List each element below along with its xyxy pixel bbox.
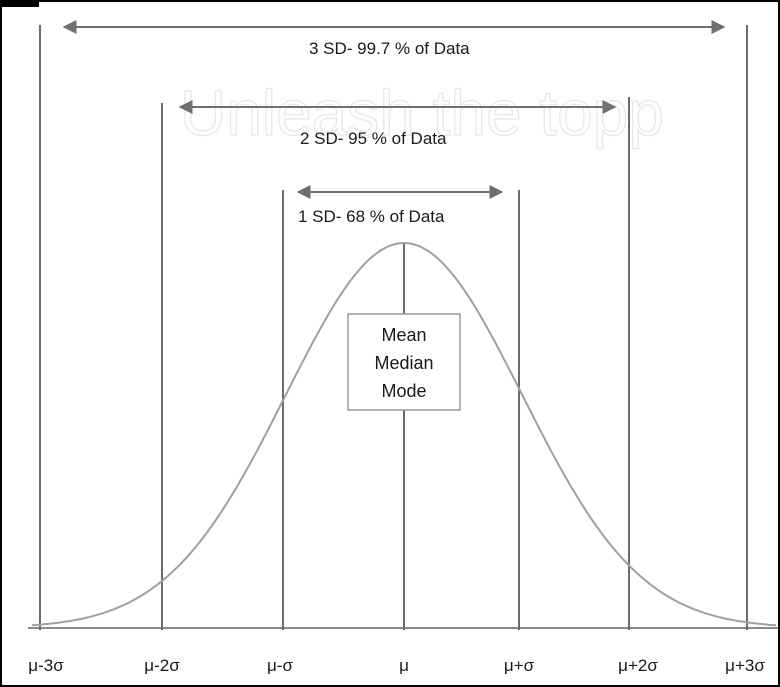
tick-mu: μ	[399, 656, 409, 675]
tick-minus-2sigma: μ-2σ	[144, 656, 180, 675]
box-line-mode: Mode	[381, 381, 426, 401]
tick-plus-2sigma: μ+2σ	[618, 656, 658, 675]
center-box	[347, 313, 461, 411]
tick-plus-3sigma: μ+3σ	[725, 656, 765, 675]
label-3sd: 3 SD- 99.7 % of Data	[309, 39, 470, 58]
tick-minus-sigma: μ-σ	[267, 656, 293, 675]
box-line-median: Median	[374, 353, 433, 373]
corner-mark	[1, 1, 39, 7]
tick-minus-3sigma: μ-3σ	[28, 656, 64, 675]
label-1sd: 1 SD- 68 % of Data	[298, 207, 445, 226]
box-line-mean: Mean	[381, 325, 426, 345]
bell-curve	[31, 241, 777, 627]
tick-plus-sigma: μ+σ	[504, 656, 535, 675]
label-2sd: 2 SD- 95 % of Data	[300, 129, 447, 148]
